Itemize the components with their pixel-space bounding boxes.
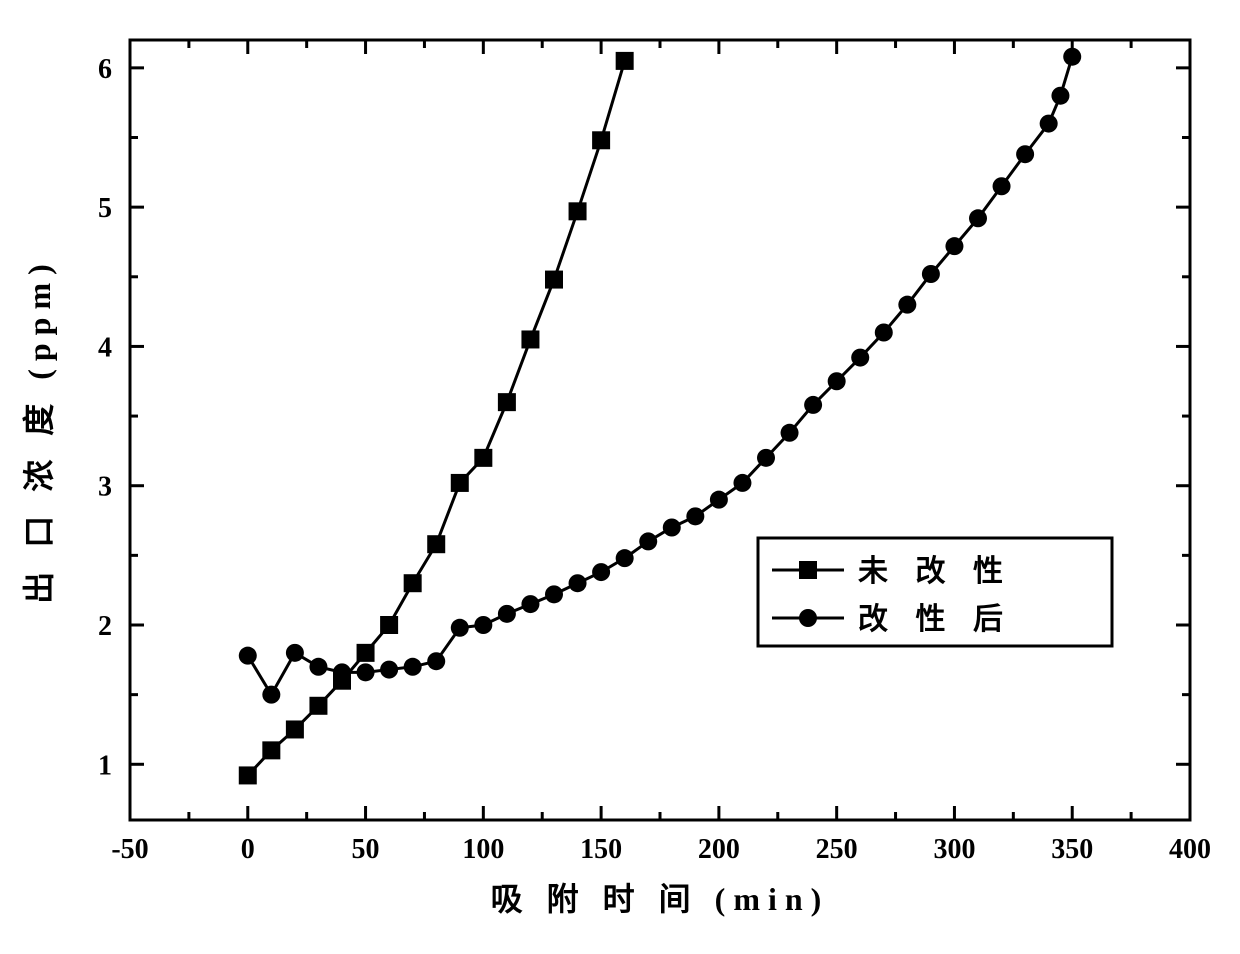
legend-label: 未 改 性 [858,555,1013,588]
data-point [333,663,351,681]
data-point [616,549,634,567]
data-point [451,474,469,492]
data-point [592,131,610,149]
data-point [828,372,846,390]
data-point [427,652,445,670]
data-point [239,766,257,784]
data-point [1063,48,1081,66]
x-tick-label: 400 [1169,834,1211,865]
legend-marker [799,561,817,579]
data-point [898,296,916,314]
data-point [309,658,327,676]
y-tick-label: 4 [98,332,112,363]
y-tick-label: 5 [98,193,112,224]
data-point [875,324,893,342]
data-point [380,661,398,679]
data-point [663,519,681,537]
data-point [993,177,1011,195]
data-point [474,449,492,467]
data-point [262,686,280,704]
x-tick-label: 0 [241,834,255,865]
data-point [592,563,610,581]
data-point [569,574,587,592]
data-point [357,644,375,662]
y-tick-label: 3 [98,472,112,503]
data-point [451,619,469,637]
data-point [498,393,516,411]
data-point [357,663,375,681]
chart-background [0,0,1240,954]
x-tick-label: 150 [580,834,622,865]
line-chart: -50 0 50 100 150 200 250 300 350 400 1 2 3 4 5 6 吸 附 时 间… [0,0,1240,954]
data-point [380,616,398,634]
data-point [1051,87,1069,105]
data-point [404,658,422,676]
legend-marker [799,609,817,627]
data-point [521,595,539,613]
data-point [239,647,257,665]
data-point [427,535,445,553]
data-point [686,507,704,525]
x-tick-label: 200 [698,834,740,865]
chart-container: -50 0 50 100 150 200 250 300 350 400 1 2 3 4 5 6 吸 附 时 间… [0,0,1240,954]
data-point [757,449,775,467]
data-point [1040,115,1058,133]
legend-label: 改 性 后 [858,603,1013,636]
data-point [569,202,587,220]
y-tick-label: 2 [98,611,112,642]
x-tick-label: 300 [933,834,975,865]
data-point [404,574,422,592]
data-point [286,644,304,662]
data-point [309,697,327,715]
data-point [521,330,539,348]
data-point [945,237,963,255]
y-tick-label: 1 [98,750,112,781]
data-point [804,396,822,414]
x-tick-label: 350 [1051,834,1093,865]
x-tick-label: 250 [816,834,858,865]
data-point [710,491,728,509]
data-point [639,532,657,550]
data-point [922,265,940,283]
data-point [262,741,280,759]
data-point [1016,145,1034,163]
x-axis-title: 吸 附 时 间 (min) [491,881,830,917]
data-point [851,349,869,367]
data-point [545,585,563,603]
data-point [286,720,304,738]
x-tick-label: 100 [462,834,504,865]
data-point [474,616,492,634]
data-point [498,605,516,623]
x-tick-label: -50 [111,834,148,865]
y-axis-title: 出 口 浓 度 (ppm) [21,256,57,604]
data-point [969,209,987,227]
data-point [616,52,634,70]
y-tick-label: 6 [98,54,112,85]
x-tick-label: 50 [352,834,380,865]
data-point [781,424,799,442]
data-point [733,474,751,492]
data-point [545,271,563,289]
